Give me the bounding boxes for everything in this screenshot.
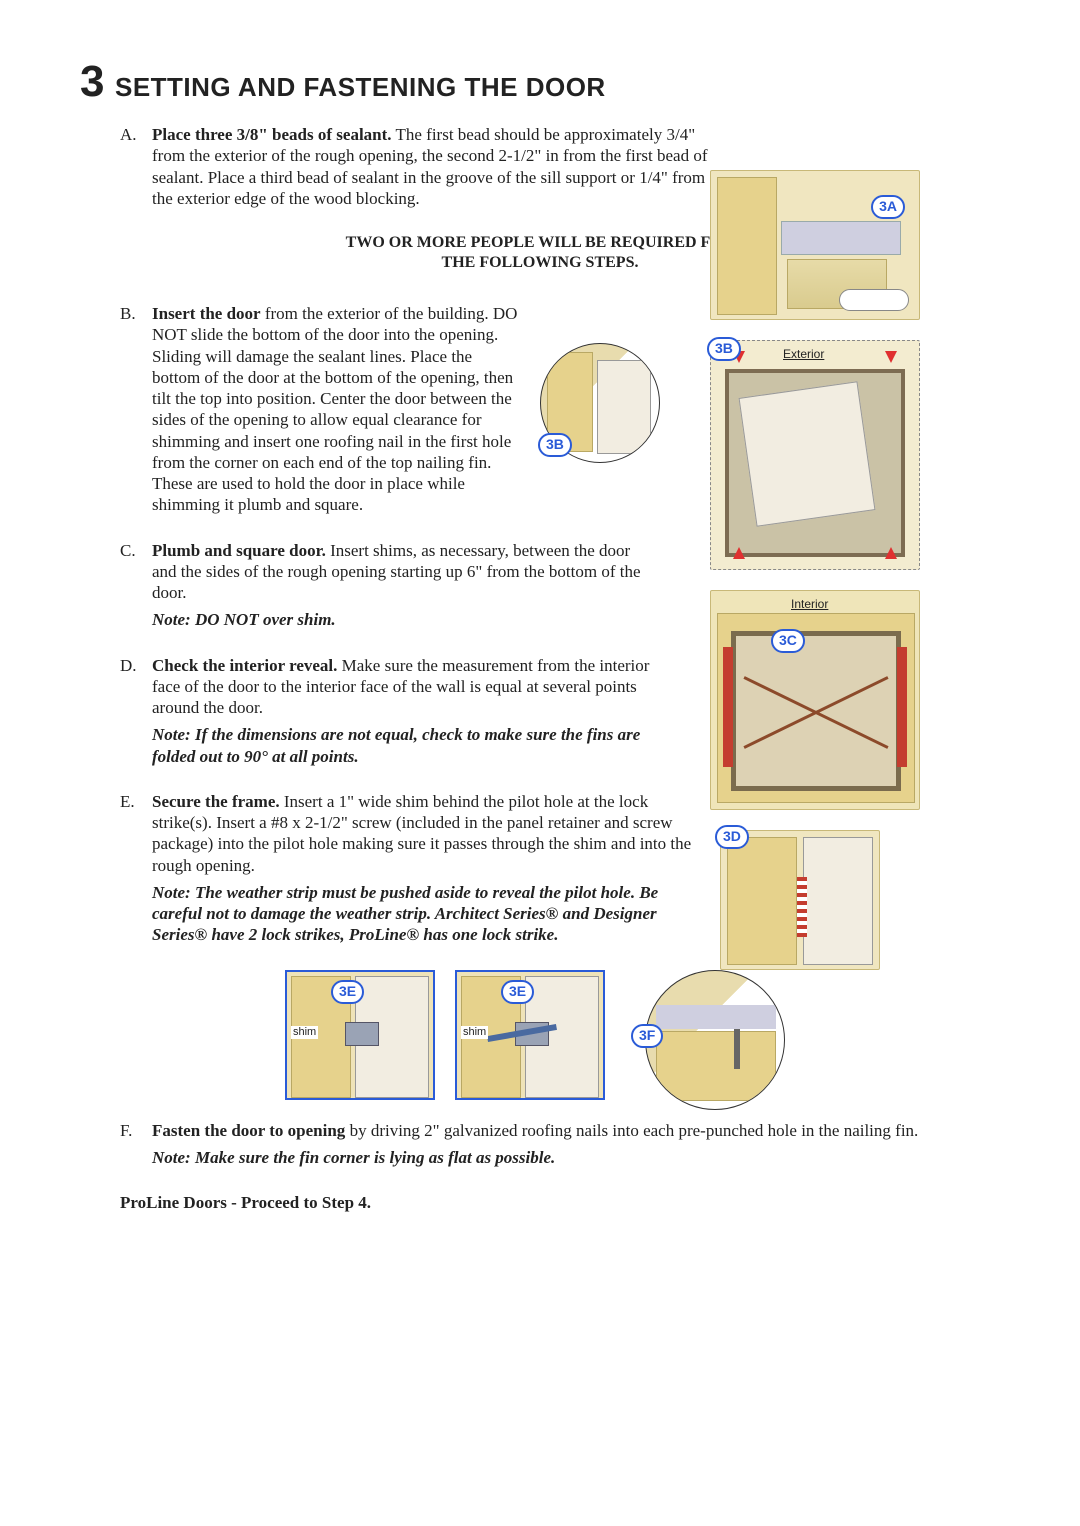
figure-3b-inset: 3B [540,343,660,463]
figure-3a: 3A [710,170,920,320]
figure-label-3d: 3D [715,825,749,849]
step-b: B. Insert the door from the exterior of … [120,303,1000,516]
intermission-note: TWO OR MORE PEOPLE WILL BE REQUIRED FOR … [330,233,750,273]
figure-3e-2-shim: shim [461,1026,488,1040]
figure-3e-2: 3E shim [455,970,605,1100]
figure-3c-interior-label: Interior [791,597,828,612]
step-c-body: Plumb and square door. Insert shims, as … [152,540,652,631]
step-f-body: Fasten the door to opening by driving 2"… [152,1120,932,1169]
figure-label-3e-1: 3E [331,980,364,1004]
step-d-letter: D. [120,655,142,767]
section-heading: 3 SETTING AND FASTENING THE DOOR [80,60,1000,104]
step-c-lead: Plumb and square door. [152,541,326,560]
step-f-text: by driving 2" galvanized roofing nails i… [345,1121,918,1140]
figure-label-3b-inset: 3B [538,433,572,457]
step-e-lead: Secure the frame. [152,792,280,811]
step-e-body: Secure the frame. Insert a 1" wide shim … [152,791,712,946]
step-b-lead: Insert the door [152,304,261,323]
step-f-lead: Fasten the door to opening [152,1121,345,1140]
step-b-body: Insert the door from the exterior of the… [152,303,522,516]
figure-3e-1: 3E shim [285,970,435,1100]
step-d-note: Note: If the dimensions are not equal, c… [152,724,662,767]
figure-label-3f: 3F [631,1024,663,1048]
step-c-note: Note: DO NOT over shim. [152,609,652,630]
figure-column: 3A Exterior 3B Interior 3C [710,170,930,970]
step-f-letter: F. [120,1120,142,1169]
step-f: F. Fasten the door to opening by driving… [120,1120,1000,1169]
figure-3f: 3F [625,970,795,1100]
page: 3 SETTING AND FASTENING THE DOOR 3A Exte… [80,60,1000,1213]
closing-line: ProLine Doors - Proceed to Step 4. [120,1192,1000,1213]
step-f-note: Note: Make sure the fin corner is lying … [152,1147,932,1168]
figure-label-3e-2: 3E [501,980,534,1004]
step-c-letter: C. [120,540,142,631]
step-b-text: from the exterior of the building. DO NO… [152,304,517,514]
step-a-body: Place three 3/8" beads of sealant. The f… [152,124,712,209]
figure-3c: Interior 3C [710,590,920,810]
step-b-letter: B. [120,303,142,516]
step-e-letter: E. [120,791,142,946]
section-title: SETTING AND FASTENING THE DOOR [115,71,606,104]
figure-label-3a: 3A [871,195,905,219]
step-a-lead: Place three 3/8" beads of sealant. [152,125,392,144]
figure-3d: 3D [720,830,880,970]
figure-row-bottom: 3E shim 3E shim 3F [80,970,1000,1100]
section-number: 3 [80,60,105,104]
step-e-note: Note: The weather strip must be pushed a… [152,882,712,946]
step-a-letter: A. [120,124,142,209]
steps-list-f: F. Fasten the door to opening by driving… [80,1120,1000,1169]
figure-label-3c: 3C [771,629,805,653]
figure-3e-1-shim: shim [291,1026,318,1040]
step-d-lead: Check the interior reveal. [152,656,337,675]
step-d-body: Check the interior reveal. Make sure the… [152,655,662,767]
